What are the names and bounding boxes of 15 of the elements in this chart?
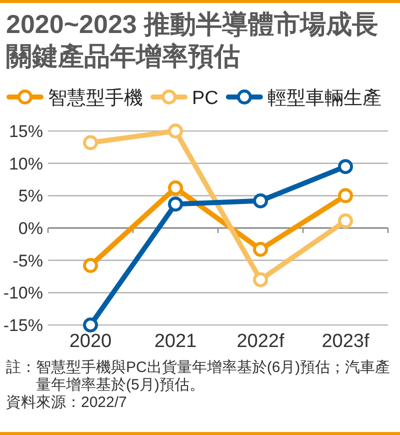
x-tick-label: 2020 [69,331,112,352]
x-tick-label: 2022f [236,331,284,352]
y-tick-label: -5% [12,251,43,270]
y-tick-label: 0% [18,219,43,238]
y-tick-label: 10% [8,154,43,174]
legend-label: PC [192,88,218,109]
y-tick-label: -10% [3,284,43,303]
y-tick-label: 15% [8,122,43,141]
legend-label: 智慧型手機 [48,88,143,109]
x-tick-label: 2023f [322,331,370,352]
x-tick-label: 2021 [154,331,197,352]
y-tick-label: -15% [3,316,43,335]
y-tick-label: 5% [18,186,43,206]
title: 2020~2023 推動半導體市場成長關鍵產品年增率預估 [6,9,378,71]
legend-label: 輕型車輛生產 [267,88,382,109]
